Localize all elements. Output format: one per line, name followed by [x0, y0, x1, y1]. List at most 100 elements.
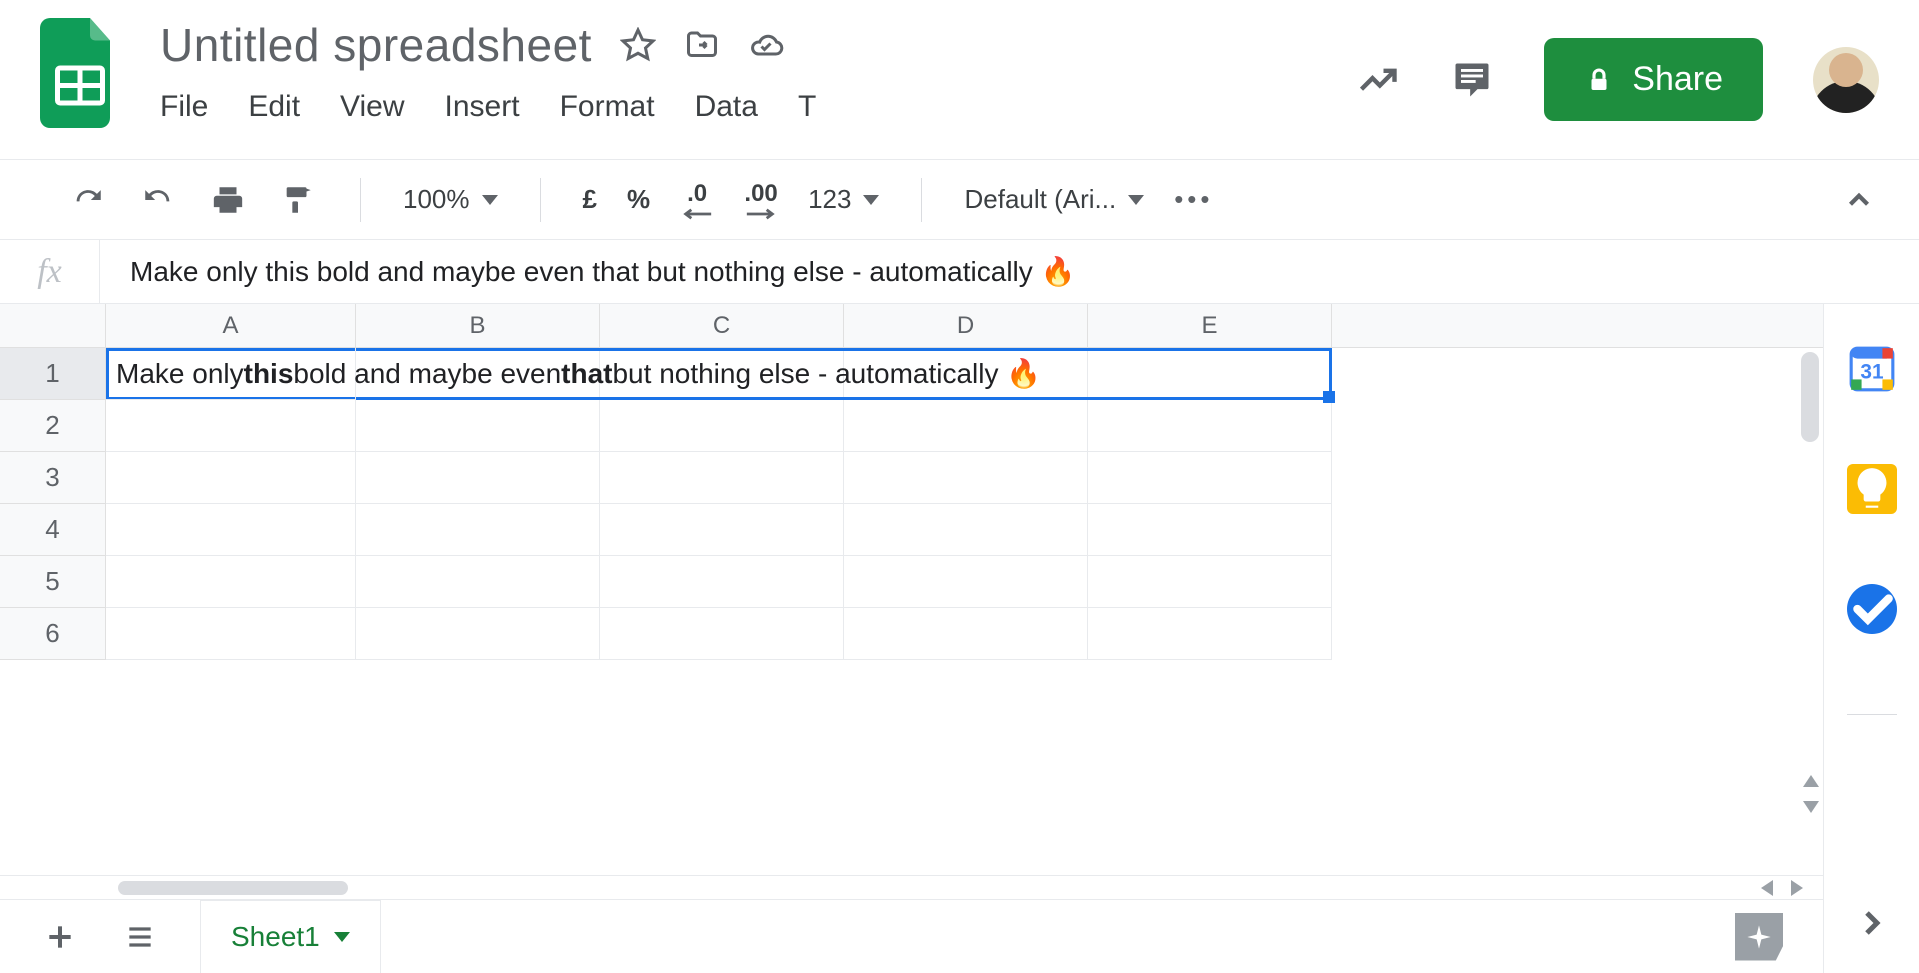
sheets-logo[interactable] [40, 18, 120, 128]
toolbar-more-button[interactable]: ••• [1174, 184, 1213, 215]
account-avatar[interactable] [1813, 47, 1879, 113]
calendar-app-icon[interactable]: 31 [1847, 344, 1897, 394]
keep-app-icon[interactable] [1847, 464, 1897, 514]
cell-D5[interactable] [844, 556, 1088, 608]
comments-icon[interactable] [1450, 58, 1494, 102]
all-sheets-button[interactable] [120, 917, 160, 957]
column-header-a[interactable]: A [106, 304, 356, 347]
horizontal-scrollbar[interactable] [0, 875, 1823, 899]
column-header-d[interactable]: D [844, 304, 1088, 347]
menu-view[interactable]: View [340, 90, 404, 124]
caret-down-icon [863, 195, 879, 205]
row-header-6[interactable]: 6 [0, 608, 106, 660]
cell-A5[interactable] [106, 556, 356, 608]
table-row: 5 [0, 556, 1823, 608]
move-to-folder-icon[interactable] [684, 27, 720, 63]
cell-C6[interactable] [600, 608, 844, 660]
svg-text:31: 31 [1860, 360, 1883, 383]
cell-E2[interactable] [1088, 400, 1332, 452]
cell-A1[interactable]: Make only this bold and maybe even that … [106, 348, 356, 400]
horizontal-scrollbar-thumb[interactable] [118, 881, 348, 895]
cell-E6[interactable] [1088, 608, 1332, 660]
scroll-left-icon[interactable] [1757, 878, 1777, 898]
side-panel-collapse-button[interactable] [1852, 903, 1892, 943]
cell-C4[interactable] [600, 504, 844, 556]
font-select[interactable]: Default (Ari... [964, 184, 1144, 215]
formula-bar: fx Make only this bold and maybe even th… [0, 240, 1919, 304]
collapse-toolbar-button[interactable] [1839, 180, 1879, 220]
number-format-select[interactable]: 123 [808, 184, 879, 215]
row-header-1[interactable]: 1 [0, 348, 106, 400]
increase-decimal-button[interactable]: .00 [744, 180, 778, 220]
decrease-decimal-button[interactable]: .0 [680, 180, 714, 220]
cell-B2[interactable] [356, 400, 600, 452]
header-right: Share [1356, 18, 1879, 121]
sheet-tab-active[interactable]: Sheet1 [200, 900, 381, 973]
redo-button[interactable] [138, 180, 178, 220]
caret-down-icon [482, 195, 498, 205]
cell-E3[interactable] [1088, 452, 1332, 504]
cloud-status-icon[interactable] [748, 27, 784, 63]
column-headers: ABCDE [0, 304, 1823, 348]
row-header-5[interactable]: 5 [0, 556, 106, 608]
cell-D2[interactable] [844, 400, 1088, 452]
column-header-b[interactable]: B [356, 304, 600, 347]
doc-area: Untitled spreadsheet File Edit View Inse… [160, 18, 816, 124]
cell-B4[interactable] [356, 504, 600, 556]
undo-button[interactable] [68, 180, 108, 220]
menu-data[interactable]: Data [695, 90, 758, 124]
cell-E5[interactable] [1088, 556, 1332, 608]
currency-button[interactable]: £ [583, 184, 597, 215]
column-header-c[interactable]: C [600, 304, 844, 347]
percent-button[interactable]: % [627, 184, 650, 215]
menu-insert[interactable]: Insert [445, 90, 520, 124]
tasks-app-icon[interactable] [1847, 584, 1897, 634]
menu-file[interactable]: File [160, 90, 208, 124]
cell-A2[interactable] [106, 400, 356, 452]
cell-B6[interactable] [356, 608, 600, 660]
row-header-3[interactable]: 3 [0, 452, 106, 504]
star-icon[interactable] [620, 27, 656, 63]
menu-edit[interactable]: Edit [248, 90, 300, 124]
vertical-scrollbar-thumb[interactable] [1801, 352, 1819, 442]
title-row: Untitled spreadsheet [160, 18, 816, 72]
cell-D3[interactable] [844, 452, 1088, 504]
zoom-select[interactable]: 100% [403, 184, 498, 215]
cell-E4[interactable] [1088, 504, 1332, 556]
cell-A3[interactable] [106, 452, 356, 504]
sheet-bar: Sheet1 [0, 899, 1823, 973]
select-all-corner[interactable] [0, 304, 106, 347]
fx-label[interactable]: fx [0, 240, 100, 303]
version-history-icon[interactable] [1356, 58, 1400, 102]
scroll-down-icon[interactable] [1801, 797, 1821, 817]
cell-C2[interactable] [600, 400, 844, 452]
cell-A4[interactable] [106, 504, 356, 556]
cell-E1[interactable] [1088, 348, 1332, 400]
scroll-up-icon[interactable] [1801, 771, 1821, 791]
row-header-4[interactable]: 4 [0, 504, 106, 556]
cell-C5[interactable] [600, 556, 844, 608]
cell-C3[interactable] [600, 452, 844, 504]
app-header: Untitled spreadsheet File Edit View Inse… [0, 0, 1919, 160]
lock-icon [1584, 65, 1614, 95]
add-sheet-button[interactable] [40, 917, 80, 957]
cell-D6[interactable] [844, 608, 1088, 660]
doc-title[interactable]: Untitled spreadsheet [160, 18, 592, 72]
scroll-right-icon[interactable] [1787, 878, 1807, 898]
cell-B3[interactable] [356, 452, 600, 504]
sheet-tab-menu-icon[interactable] [334, 932, 350, 942]
row-header-2[interactable]: 2 [0, 400, 106, 452]
menu-format[interactable]: Format [560, 90, 655, 124]
cell-D4[interactable] [844, 504, 1088, 556]
cell-B5[interactable] [356, 556, 600, 608]
print-button[interactable] [208, 180, 248, 220]
column-header-e[interactable]: E [1088, 304, 1332, 347]
formula-content[interactable]: Make only this bold and maybe even that … [100, 255, 1919, 288]
explore-button[interactable] [1735, 913, 1783, 961]
cell-A6[interactable] [106, 608, 356, 660]
menu-tools-truncated[interactable]: T [798, 90, 816, 124]
share-button[interactable]: Share [1544, 38, 1763, 121]
paint-format-button[interactable] [278, 180, 318, 220]
grid-area: ABCDE 1Make only this bold and maybe eve… [0, 304, 1823, 973]
share-label: Share [1632, 60, 1723, 99]
